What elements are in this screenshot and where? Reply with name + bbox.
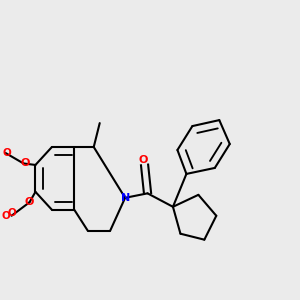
Text: O: O (25, 197, 34, 207)
Text: O: O (1, 211, 10, 221)
Text: O: O (3, 148, 11, 158)
Text: O: O (138, 155, 148, 166)
Text: O: O (7, 208, 16, 218)
Text: O: O (20, 158, 30, 169)
Text: N: N (121, 193, 130, 203)
